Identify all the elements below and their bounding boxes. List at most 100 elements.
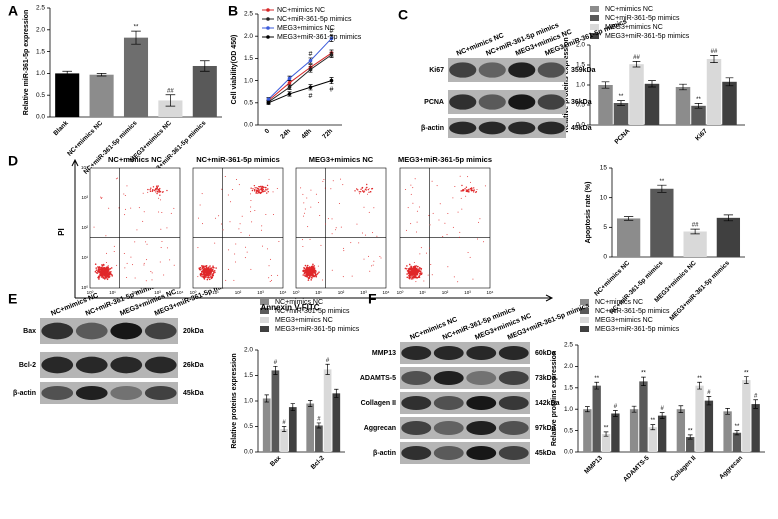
- dot: [277, 274, 279, 276]
- dot: [420, 267, 423, 270]
- dot: [405, 267, 408, 270]
- dot: [322, 180, 324, 182]
- bar: [192, 65, 217, 117]
- dot: [363, 191, 365, 193]
- blot-band: [498, 445, 529, 461]
- x-tick-label: 0: [264, 127, 272, 135]
- dot: [470, 189, 473, 192]
- panel-label: C: [398, 7, 408, 23]
- blot-strip: [400, 342, 530, 364]
- dot: [258, 191, 260, 193]
- dot: [238, 228, 240, 230]
- dot: [459, 236, 461, 238]
- dot: [453, 276, 455, 278]
- dot: [315, 193, 317, 195]
- dot: [406, 273, 408, 275]
- error-bar: [594, 381, 600, 390]
- dot: [100, 270, 103, 272]
- dot: [442, 236, 444, 238]
- bar: [306, 403, 315, 452]
- dot: [310, 270, 313, 272]
- dot: [206, 278, 209, 281]
- dot: [152, 186, 155, 188]
- error-bar: [657, 184, 667, 193]
- dot: [136, 229, 138, 231]
- dot: [302, 274, 305, 276]
- dot: [476, 238, 478, 240]
- bar: [704, 400, 714, 452]
- dot: [410, 267, 413, 270]
- bar: [675, 87, 691, 125]
- dot: [414, 178, 416, 180]
- axis-arrow: [71, 158, 79, 298]
- dot: [95, 267, 98, 269]
- dot: [331, 233, 333, 235]
- dot: [427, 274, 429, 276]
- dot: [472, 191, 475, 193]
- dot: [372, 264, 374, 266]
- dot: [363, 258, 365, 260]
- bar: [288, 407, 297, 452]
- flow-tick: 10⁴: [81, 165, 88, 170]
- dot: [158, 197, 160, 199]
- dot: [200, 273, 203, 275]
- blot-strip: [448, 118, 566, 138]
- legend-swatch: [260, 326, 269, 332]
- dot: [300, 187, 302, 189]
- error-bar: [697, 381, 702, 390]
- dot: [213, 266, 215, 269]
- dot: [235, 261, 237, 263]
- bar: [601, 434, 611, 452]
- dot: [161, 241, 163, 243]
- dot: [307, 269, 310, 271]
- blot-strip: [40, 382, 178, 404]
- size-label: 97kDa: [535, 425, 556, 432]
- blot-band: [466, 445, 497, 461]
- dot: [107, 267, 110, 270]
- dot: [202, 265, 205, 267]
- dot: [418, 269, 420, 271]
- dot: [123, 253, 125, 255]
- dot: [102, 276, 105, 279]
- legend-label: MEG3+mimics NC: [275, 317, 333, 324]
- dot: [415, 274, 417, 277]
- y-tick-label: 1.0: [564, 406, 573, 413]
- y-tick-label: 0.5: [576, 102, 585, 109]
- dot: [238, 184, 240, 186]
- point: [287, 81, 292, 85]
- dot: [142, 192, 144, 194]
- error-bar: [617, 100, 625, 106]
- bar: [613, 103, 629, 125]
- blot-band: [144, 356, 177, 374]
- dot: [462, 189, 465, 191]
- bar: [89, 74, 114, 117]
- dot: [413, 276, 415, 279]
- significance: #: [330, 86, 334, 93]
- legend-label: NC+miR-361-5p mimics: [275, 308, 350, 315]
- dot: [356, 223, 358, 225]
- dot: [444, 222, 446, 224]
- dot: [310, 206, 312, 208]
- dot: [224, 176, 226, 178]
- y-tick-label: 2.5: [36, 5, 45, 12]
- dot: [409, 274, 411, 277]
- x-tick-label: 24h: [279, 128, 292, 141]
- dot: [234, 253, 236, 255]
- dot: [205, 265, 208, 267]
- y-tick-label: 2.0: [244, 33, 253, 40]
- flow-x-label: Annexin V-FITC: [260, 303, 319, 312]
- dot: [254, 187, 256, 189]
- error-bar: [96, 73, 107, 77]
- dot: [124, 214, 126, 216]
- protein-label: β-actin: [373, 450, 396, 457]
- bar: [332, 393, 341, 452]
- legend-label: NC+mimics NC: [277, 7, 325, 14]
- dot: [304, 274, 306, 277]
- significance: #: [274, 360, 278, 366]
- dot: [254, 209, 256, 211]
- point: [308, 85, 313, 90]
- dot: [301, 239, 303, 241]
- axis-arrow: [75, 294, 554, 302]
- error-bar: [131, 30, 141, 45]
- legend-swatch: [590, 6, 599, 12]
